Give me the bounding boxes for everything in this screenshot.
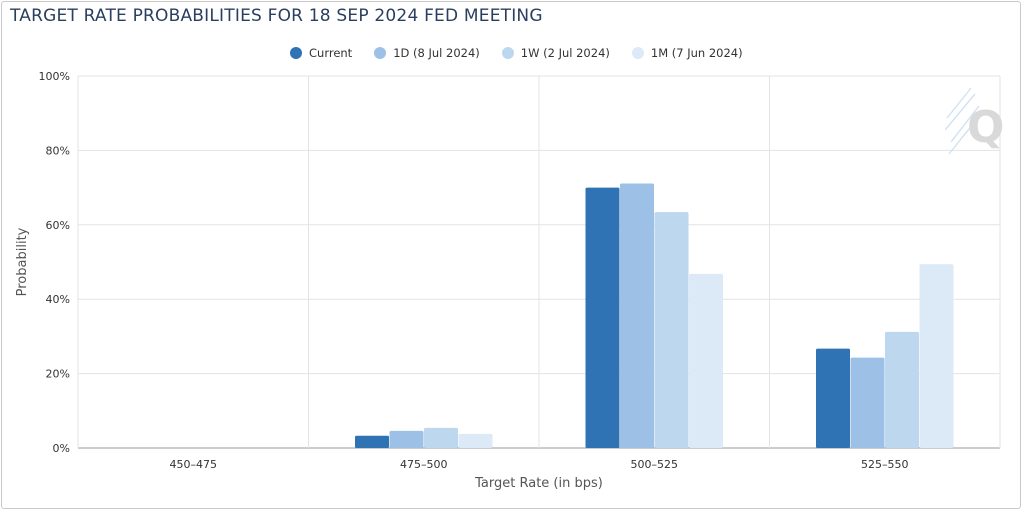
bar xyxy=(919,264,954,448)
y-tick-label: 40% xyxy=(46,293,70,306)
chart-legend: Current 1D (8 Jul 2024) 1W (2 Jul 2024) … xyxy=(290,46,743,60)
legend-label-1m: 1M (7 Jun 2024) xyxy=(650,46,743,60)
bar xyxy=(816,348,850,448)
bar xyxy=(885,331,919,448)
legend-swatch-current xyxy=(290,47,302,59)
legend-item-1w[interactable]: 1W (2 Jul 2024) xyxy=(501,46,610,60)
x-tick-label: 525–550 xyxy=(861,458,909,471)
y-tick-label: 0% xyxy=(53,442,70,455)
bar xyxy=(850,357,885,448)
bar xyxy=(689,273,723,448)
y-tick-label: 80% xyxy=(46,144,70,157)
legend-item-1d[interactable]: 1D (8 Jul 2024) xyxy=(374,46,480,60)
legend-swatch-1d xyxy=(374,47,387,59)
bar xyxy=(389,430,424,448)
legend-item-current[interactable]: Current xyxy=(290,46,352,60)
legend-label-current: Current xyxy=(309,46,353,60)
y-tick-label: 100% xyxy=(39,70,70,83)
legend-label-1d: 1D (8 Jul 2024) xyxy=(393,46,480,60)
legend-item-1m[interactable]: 1M (7 Jun 2024) xyxy=(631,46,743,60)
bar xyxy=(458,433,493,448)
bar xyxy=(620,183,654,448)
q-watermark-logo: Q xyxy=(945,87,1004,155)
bar xyxy=(355,435,389,448)
x-tick-label: 475–500 xyxy=(400,458,448,471)
y-axis-title: Probability xyxy=(15,227,30,296)
x-tick-label: 500–525 xyxy=(631,458,679,471)
svg-text:Q: Q xyxy=(967,102,1004,153)
legend-swatch-1m xyxy=(631,47,644,59)
bar xyxy=(585,187,620,448)
bar xyxy=(654,212,689,448)
x-tick-label: 450–475 xyxy=(170,458,218,471)
y-tick-label: 60% xyxy=(46,219,70,232)
legend-label-1w: 1W (2 Jul 2024) xyxy=(520,46,610,60)
x-axis-title: Target Rate (in bps) xyxy=(474,476,603,491)
bar xyxy=(424,427,458,448)
legend-swatch-1w xyxy=(501,47,514,59)
chart-title: TARGET RATE PROBABILITIES FOR 18 SEP 202… xyxy=(10,6,543,26)
y-tick-label: 20% xyxy=(46,368,70,381)
